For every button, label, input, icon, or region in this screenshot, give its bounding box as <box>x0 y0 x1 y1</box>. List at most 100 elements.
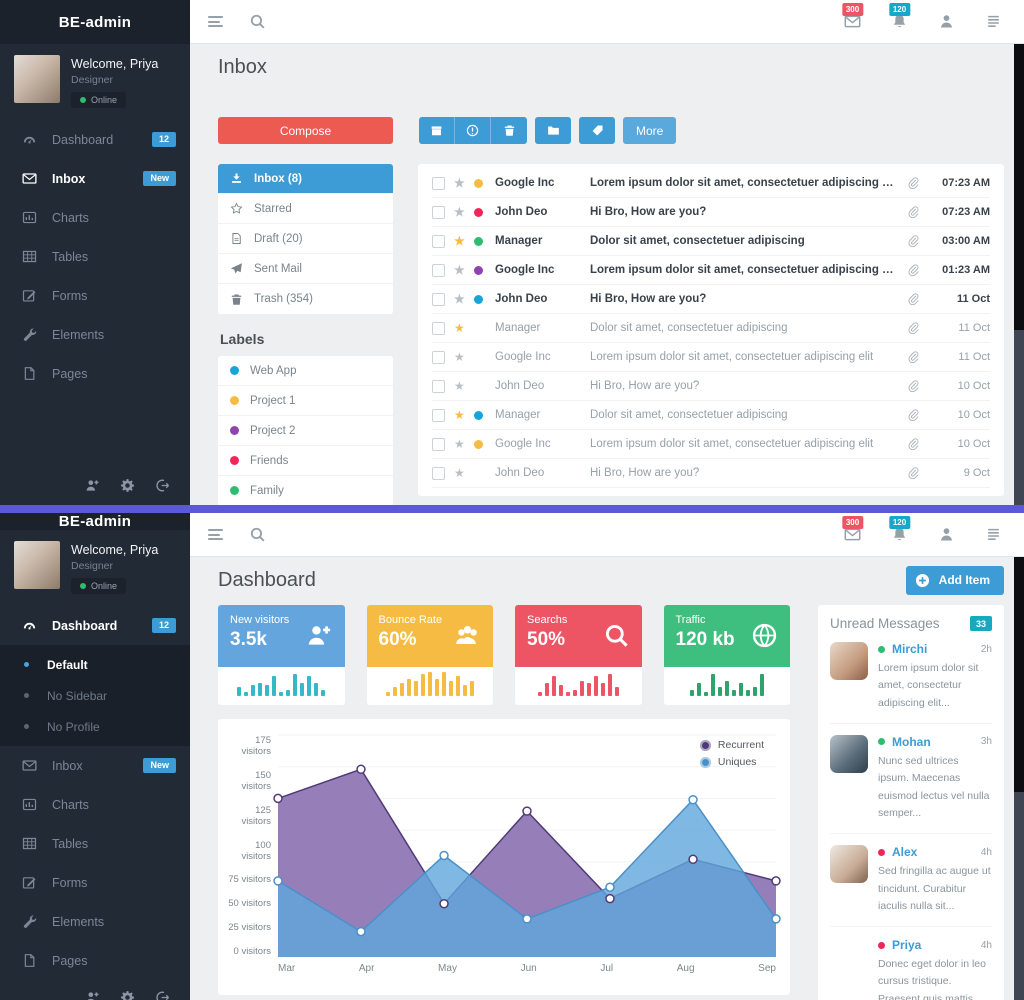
label-friends[interactable]: Friends <box>218 446 393 476</box>
more-button[interactable]: More <box>623 117 677 144</box>
folder-sent-mail[interactable]: Sent Mail <box>218 254 393 284</box>
mail-checkbox[interactable] <box>432 263 445 277</box>
star-icon[interactable]: ★ <box>454 350 465 364</box>
folder-button[interactable] <box>535 117 571 144</box>
search-icon[interactable] <box>249 13 266 30</box>
mail-row[interactable]: ★ Google Inc Lorem ipsum dolor sit amet, c… <box>432 169 990 198</box>
mail-checkbox[interactable] <box>432 205 445 219</box>
label-web-app[interactable]: Web App <box>218 356 393 386</box>
sidebar-item-forms[interactable]: Forms <box>0 276 190 315</box>
mail-checkbox[interactable] <box>432 321 445 335</box>
search-icon[interactable] <box>249 526 266 543</box>
mail-checkbox[interactable] <box>432 350 445 364</box>
mail-row[interactable]: ★ Manager Dolor sit amet, consectetuer adi… <box>432 227 990 256</box>
star-icon[interactable]: ★ <box>454 234 465 248</box>
sidebar-item-tables[interactable]: Tables <box>0 237 190 276</box>
star-icon[interactable]: ★ <box>454 292 465 306</box>
folder-inbox-8-[interactable]: Inbox (8) <box>218 164 393 194</box>
stat-value: 50% <box>527 629 566 650</box>
mail-checkbox[interactable] <box>432 437 445 451</box>
logout-icon[interactable] <box>155 478 170 493</box>
sidebar-item-inbox[interactable]: Inbox New <box>0 159 190 198</box>
label-project-1[interactable]: Project 1 <box>218 386 393 416</box>
star-icon[interactable]: ★ <box>454 205 465 219</box>
scrollbar-thumb[interactable] <box>1014 44 1024 330</box>
stat-card-new-visitors[interactable]: New visitors 3.5k <box>218 605 345 705</box>
star-icon[interactable]: ★ <box>454 437 465 451</box>
mail-checkbox[interactable] <box>432 379 445 393</box>
user-add-icon[interactable] <box>85 478 100 493</box>
info-button[interactable] <box>455 117 491 144</box>
sidebar-item-dashboard[interactable]: Dashboard 12 <box>0 120 190 159</box>
notifications-icon[interactable]: 120 <box>888 3 911 30</box>
star-icon[interactable]: ★ <box>454 263 465 277</box>
scrollbar-thumb[interactable] <box>1014 557 1024 792</box>
message-priya[interactable]: Priya 4h Donec eget dolor in leo cursus tr… <box>830 927 992 1000</box>
sidebar-item-forms[interactable]: Forms <box>0 863 190 902</box>
message-alex[interactable]: Alex 4h Sed fringilla ac augue ut tincidun… <box>830 834 992 928</box>
sidebar-item-elements[interactable]: Elements <box>0 902 190 941</box>
hamburger-icon[interactable] <box>208 529 223 540</box>
mail-row[interactable]: ★ John Deo Hi Bro, How are you? 07:23 AM <box>432 198 990 227</box>
mail-row[interactable]: ★ Google Inc Lorem ipsum dolor sit amet, c… <box>432 343 990 372</box>
sidebar-item-charts[interactable]: Charts <box>0 785 190 824</box>
mail-row[interactable]: ★ Google Inc Lorem ipsum dolor sit amet, c… <box>432 430 990 459</box>
star-icon[interactable]: ★ <box>454 408 465 422</box>
messages-icon[interactable]: 300 <box>841 516 864 543</box>
messages-icon[interactable]: 300 <box>841 3 864 30</box>
sidebar-item-pages[interactable]: Pages <box>0 941 190 980</box>
sidebar-item-tables[interactable]: Tables <box>0 824 190 863</box>
trash-button[interactable] <box>491 117 527 144</box>
sidebar-item-inbox[interactable]: Inbox New <box>0 746 190 785</box>
right-panel-toggle-icon[interactable] <box>985 526 1002 543</box>
hamburger-icon[interactable] <box>208 16 223 27</box>
submenu-item-no-sidebar[interactable]: No Sidebar <box>0 680 190 711</box>
mail-row[interactable]: ★ John Deo Hi Bro, How are you? 11 Oct <box>432 285 990 314</box>
folder-draft-20-[interactable]: Draft (20) <box>218 224 393 254</box>
folder-starred[interactable]: Starred <box>218 194 393 224</box>
person-icon[interactable] <box>938 13 955 30</box>
compose-button[interactable]: Compose <box>218 117 393 144</box>
archive-button[interactable] <box>419 117 455 144</box>
label-family[interactable]: Family <box>218 476 393 505</box>
sidebar-item-elements[interactable]: Elements <box>0 315 190 354</box>
folder-trash-354-[interactable]: Trash (354) <box>218 284 393 314</box>
scrollbar[interactable] <box>1014 44 1024 505</box>
stat-card-bounce-rate[interactable]: Bounce Rate 60% <box>366 605 493 705</box>
message-mirchi[interactable]: Mirchi 2h Lorem ipsum dolor sit amet, cons… <box>830 631 992 724</box>
submenu-item-default[interactable]: Default <box>0 649 190 680</box>
message-body: Alex 4h Sed fringilla ac augue ut tincidun… <box>878 845 992 915</box>
mail-checkbox[interactable] <box>432 408 445 422</box>
mail-checkbox[interactable] <box>432 176 445 190</box>
label-project-2[interactable]: Project 2 <box>218 416 393 446</box>
star-icon[interactable]: ★ <box>454 321 465 335</box>
message-mohan[interactable]: Mohan 3h Nunc sed ultrices ipsum. Maecenas… <box>830 724 992 835</box>
notifications-icon[interactable]: 120 <box>888 516 911 543</box>
right-panel-toggle-icon[interactable] <box>985 13 1002 30</box>
tag-button[interactable] <box>579 117 615 144</box>
scrollbar[interactable] <box>1014 557 1024 1000</box>
mail-row[interactable]: ★ Manager Dolor sit amet, consectetuer adi… <box>432 401 990 430</box>
person-icon[interactable] <box>938 526 955 543</box>
stat-card-traffic[interactable]: Traffic 120 kb <box>663 605 790 705</box>
sidebar-item-pages[interactable]: Pages <box>0 354 190 393</box>
logout-icon[interactable] <box>155 990 170 1000</box>
mail-checkbox[interactable] <box>432 234 445 248</box>
submenu-item-no-profile[interactable]: No Profile <box>0 711 190 742</box>
sidebar-item-charts[interactable]: Charts <box>0 198 190 237</box>
star-icon[interactable]: ★ <box>454 176 465 190</box>
add-item-button[interactable]: Add Item <box>905 565 1004 595</box>
mail-row[interactable]: ★ Google Inc Lorem ipsum dolor sit amet, c… <box>432 256 990 285</box>
gear-icon[interactable] <box>120 478 135 493</box>
user-add-icon[interactable] <box>85 990 100 1000</box>
mail-checkbox[interactable] <box>432 466 445 480</box>
sidebar-item-dashboard[interactable]: Dashboard 12 <box>0 606 190 645</box>
mail-row[interactable]: ★ John Deo Hi Bro, How are you? 10 Oct <box>432 372 990 401</box>
gear-icon[interactable] <box>120 990 135 1000</box>
mail-checkbox[interactable] <box>432 292 445 306</box>
star-icon[interactable]: ★ <box>454 466 465 480</box>
mail-row[interactable]: ★ Manager Dolor sit amet, consectetuer adi… <box>432 314 990 343</box>
star-icon[interactable]: ★ <box>454 379 465 393</box>
stat-card-searchs[interactable]: Searchs 50% <box>515 605 642 705</box>
mail-row[interactable]: ★ John Deo Hi Bro, How are you? 9 Oct <box>432 459 990 488</box>
